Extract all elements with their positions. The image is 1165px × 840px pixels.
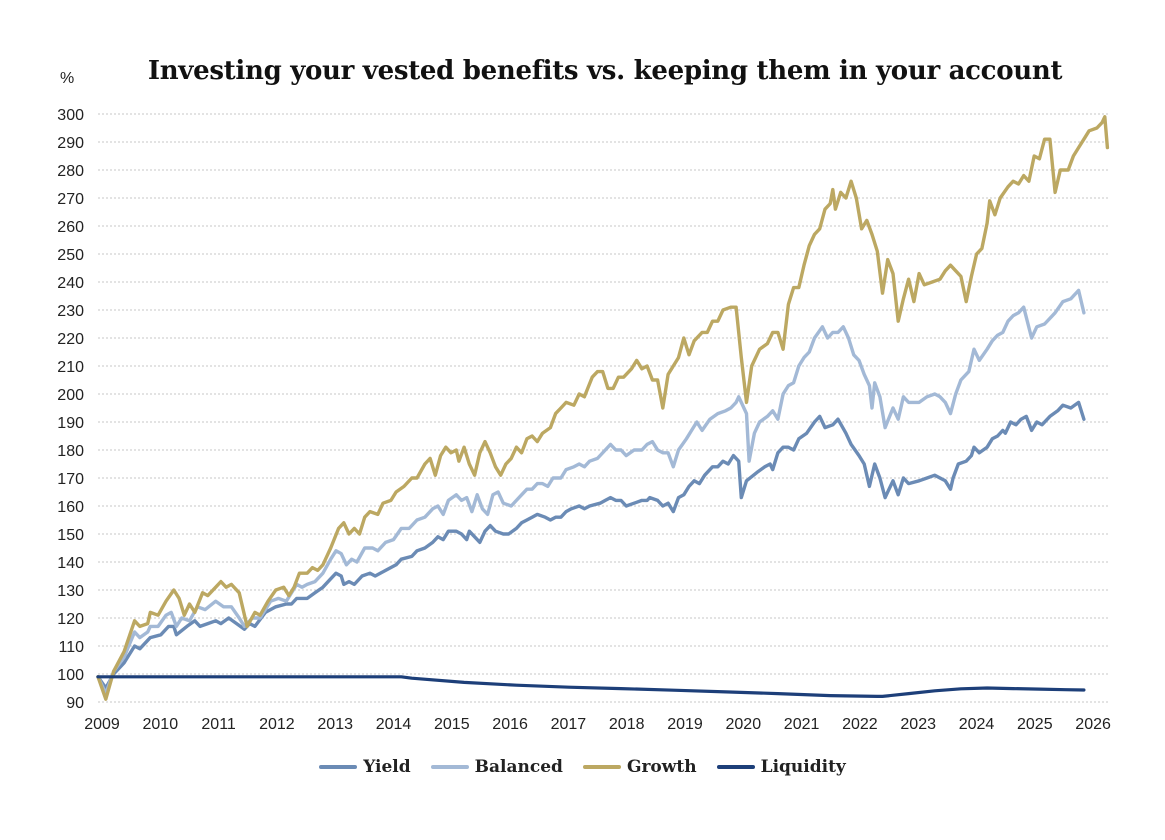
y-tick-label: 240: [57, 275, 84, 292]
y-tick-label: 140: [57, 555, 84, 572]
series-line-liquidity: [96, 675, 1086, 698]
y-tick-label: 230: [57, 303, 84, 320]
x-tick-label: 2026: [1075, 716, 1111, 733]
legend-swatch: [716, 765, 755, 769]
legend-swatch: [430, 765, 469, 769]
x-tick-label: 2015: [434, 716, 470, 733]
x-tick-label: 2010: [143, 716, 179, 733]
legend-swatch: [319, 765, 358, 769]
legend-label: Liquidity: [760, 757, 846, 777]
chart-title: Investing your vested benefits vs. keepi…: [147, 56, 1063, 86]
y-tick-label: 270: [57, 191, 84, 208]
y-tick-label: 130: [57, 583, 84, 600]
y-tick-label: 110: [58, 639, 84, 656]
y-tick-label: 100: [57, 667, 84, 684]
y-tick-label: 170: [57, 471, 84, 488]
legend-item-liquidity: Liquidity: [716, 757, 846, 777]
x-tick-label: 2021: [784, 716, 820, 733]
y-axis-unit-label: %: [60, 70, 75, 87]
y-tick-label: 220: [57, 331, 84, 348]
y-tick-label: 200: [57, 387, 84, 404]
x-tick-label: 2013: [317, 716, 353, 733]
legend: Yield Balanced Growth Liquidity: [0, 752, 1165, 782]
y-tick-label: 190: [57, 415, 84, 432]
y-tick-label: 160: [57, 499, 84, 516]
y-tick-label: 260: [57, 219, 84, 236]
y-tick-label: 180: [57, 443, 84, 460]
y-tick-label: 280: [57, 163, 84, 180]
y-tick-label: 150: [57, 527, 84, 544]
x-tick-label: 2012: [259, 716, 295, 733]
x-tick-label: 2017: [551, 716, 587, 733]
legend-swatch: [582, 765, 621, 769]
series-line-balanced: [96, 288, 1086, 696]
legend-label: Balanced: [474, 757, 563, 777]
y-tick-label: 210: [57, 359, 84, 376]
series-line-growth: [96, 115, 1110, 701]
x-tick-label: 2024: [959, 716, 995, 733]
legend-item-balanced: Balanced: [430, 757, 563, 777]
legend-item-yield: Yield: [319, 757, 411, 777]
x-tick-label: 2022: [842, 716, 878, 733]
legend-label: Growth: [626, 757, 697, 777]
x-tick-label: 2023: [900, 716, 936, 733]
y-tick-label: 250: [57, 247, 84, 264]
x-tick-label: 2011: [201, 716, 236, 733]
x-tick-label: 2014: [376, 716, 412, 733]
y-tick-label: 120: [57, 611, 84, 628]
x-tick-label: 2018: [609, 716, 645, 733]
x-tick-label: 2009: [84, 716, 120, 733]
legend-item-growth: Growth: [582, 757, 697, 777]
series-line-yield: [96, 400, 1086, 690]
x-tick-label: 2020: [726, 716, 762, 733]
y-tick-label: 290: [57, 135, 84, 152]
x-tick-label: 2016: [492, 716, 528, 733]
y-tick-label: 90: [66, 695, 84, 712]
y-tick-label: 300: [57, 107, 84, 124]
x-tick-label: 2025: [1017, 716, 1053, 733]
legend-label: Yield: [363, 757, 411, 777]
x-tick-label: 2019: [667, 716, 703, 733]
